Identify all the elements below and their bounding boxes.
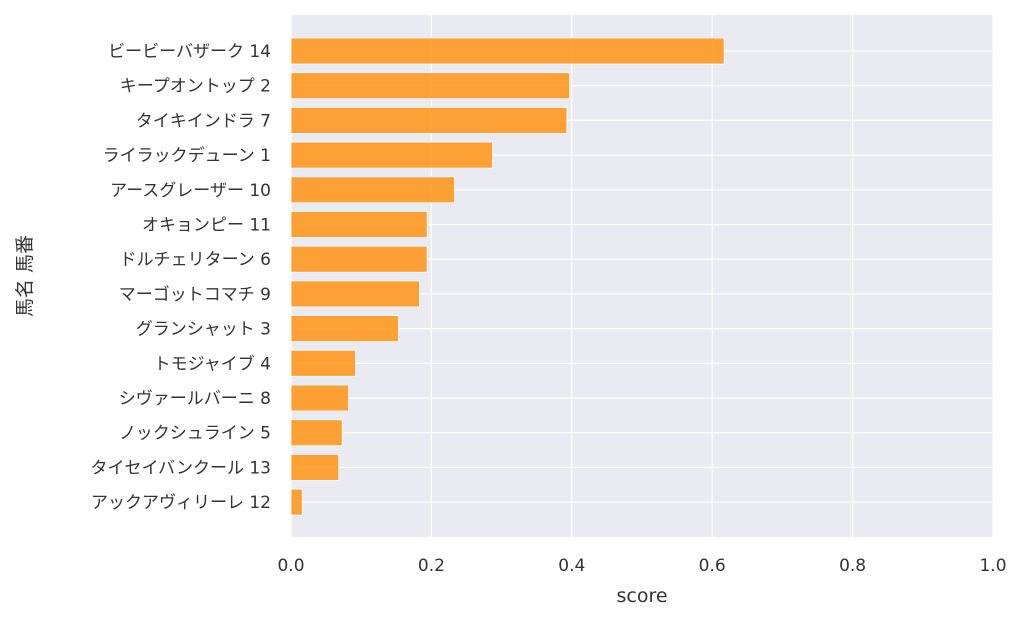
y-tick-label: シヴァールバーニ 8 [119,389,271,409]
y-tick-label: タイキインドラ 7 [136,111,271,131]
y-tick-label: ライラックデューン 1 [103,145,271,166]
bar [290,488,303,516]
y-tick-label: ノックシュライン 5 [119,424,271,444]
x-tick-label: 0.4 [558,556,585,576]
y-tick-labels: ビービーバザーク 14 キープオントップ 2 タイキインドラ 7 ライラックデューン … [90,42,271,513]
x-tick-labels: 0.0 0.2 0.4 0.6 0.8 1.0 [277,556,1006,576]
bar [290,349,356,377]
x-tick-label: 0.8 [839,556,866,576]
bar [290,211,428,238]
y-axis-label: 馬名 馬番 [14,235,36,317]
y-tick-label: アースグレーザー 10 [110,181,271,201]
bar [290,37,725,65]
bar [290,107,568,134]
x-tick-label: 0.2 [418,556,445,576]
plot-background [291,15,993,537]
y-tick-label: タイセイバンクール 13 [90,458,271,478]
y-tick-label: ビービーバザーク 14 [108,42,271,62]
y-tick-label: アックアヴィリーレ 12 [91,493,271,513]
bar [290,72,571,100]
y-tick-label: キープオントップ 2 [120,77,271,97]
y-tick-label: マーゴットコマチ 9 [119,284,271,305]
x-tick-label: 1.0 [979,556,1006,576]
bar [290,176,455,204]
x-axis-label: score [616,585,667,607]
x-tick-label: 0.0 [277,556,304,576]
y-tick-label: ドルチェリターン 6 [120,250,271,270]
y-tick-label: グランシャット 3 [136,320,271,340]
x-tick-label: 0.6 [699,556,726,576]
bar [290,245,428,273]
bar [290,384,349,412]
y-tick-label: オキョンピー 11 [142,216,271,236]
bar [290,141,493,169]
bar [290,453,340,481]
bars [290,37,725,516]
bar [290,419,343,447]
y-tick-label: トモジャイブ 4 [154,353,271,374]
bar [290,280,420,308]
bar [290,315,399,343]
